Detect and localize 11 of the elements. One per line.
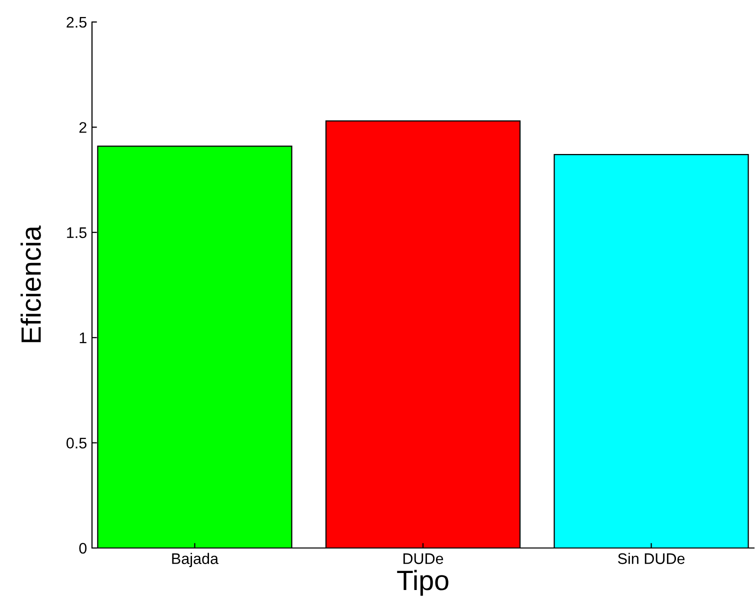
y-tick-label: 0 [79, 542, 87, 554]
y-tick-label: 1 [80, 332, 86, 344]
y-tick-label: 0.5 [66, 438, 86, 448]
y-tick-label: 1.5 [67, 227, 86, 238]
y-tick-label: 2 [79, 122, 86, 133]
y-axis-title: Eficiencia [20, 226, 41, 342]
x-tick-label: DUDe [403, 553, 444, 564]
y-tick-label: 2.5 [66, 16, 86, 28]
x-tick-label: Sin DUDe [618, 552, 685, 564]
x-axis-title: Tipo [397, 570, 448, 596]
x-tick-label: Bajada [172, 552, 219, 568]
